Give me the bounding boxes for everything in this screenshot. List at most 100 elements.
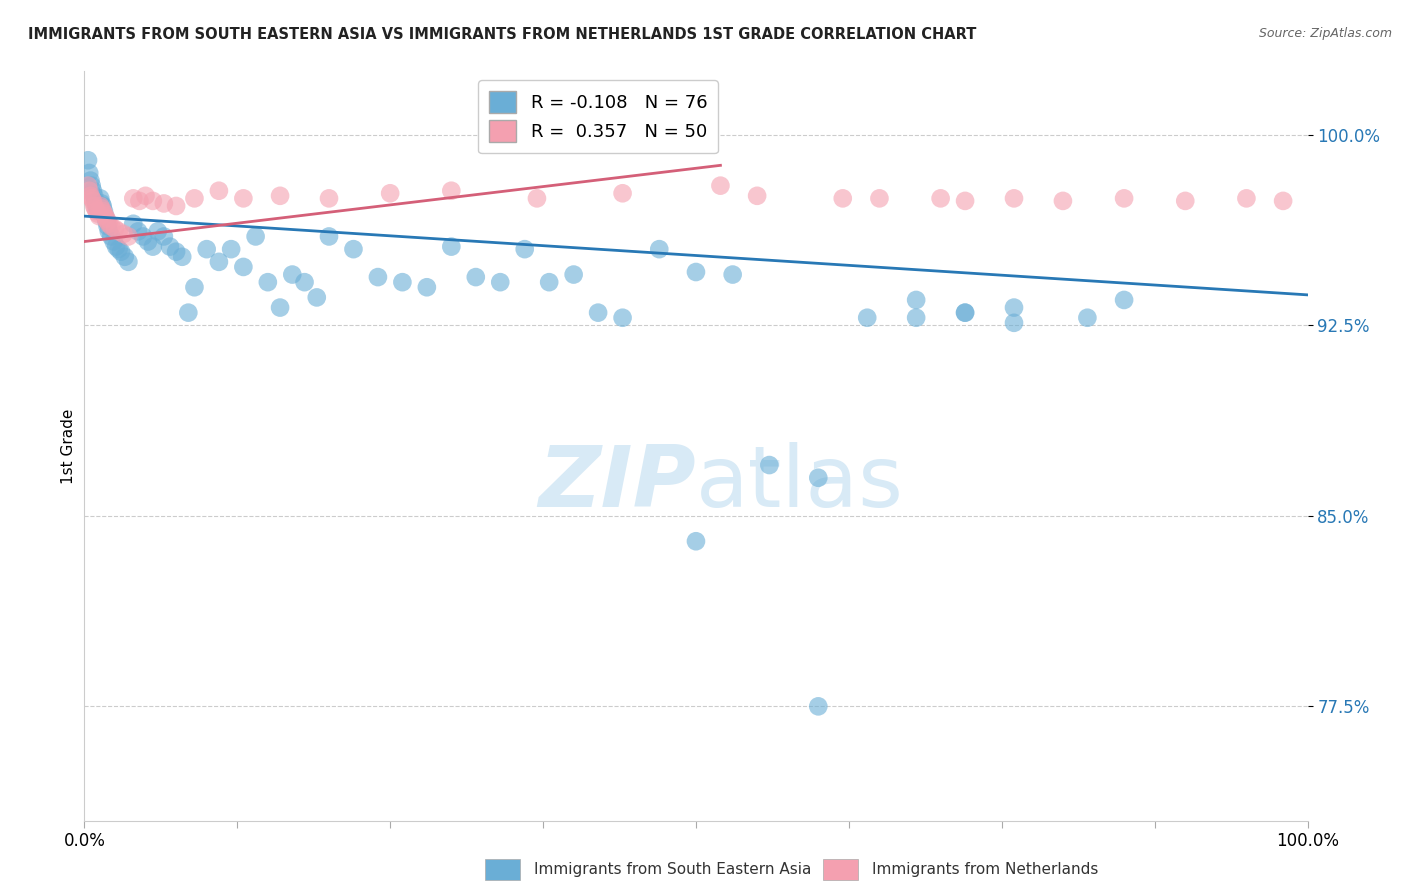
Point [97, 217, 120, 231]
Point [245, 229, 267, 244]
Point [97, 224, 120, 238]
Point [104, 222, 127, 236]
Point [953, 306, 976, 320]
Point [91, 199, 114, 213]
Point [80, 178, 103, 193]
Point [135, 189, 157, 203]
Point [367, 270, 389, 285]
Point [464, 270, 486, 285]
Point [1174, 194, 1197, 208]
Point [146, 224, 169, 238]
Point [342, 242, 364, 256]
Point [112, 227, 135, 241]
Point [172, 250, 194, 264]
Point [538, 275, 561, 289]
Text: Immigrants from South Eastern Asia: Immigrants from South Eastern Asia [534, 863, 811, 877]
Point [82, 194, 104, 208]
Point [77, 178, 100, 193]
Point [195, 242, 218, 256]
Point [97, 219, 120, 234]
Text: IMMIGRANTS FROM SOUTH EASTERN ASIA VS IMMIGRANTS FROM NETHERLANDS 1ST GRADE CORR: IMMIGRANTS FROM SOUTH EASTERN ASIA VS IM… [28, 27, 977, 42]
Point [183, 280, 205, 294]
Point [122, 217, 145, 231]
Point [103, 235, 125, 249]
Point [183, 191, 205, 205]
Point [142, 194, 165, 208]
Point [953, 306, 976, 320]
Point [117, 229, 139, 244]
Point [1002, 316, 1025, 330]
Point [905, 293, 928, 307]
Point [318, 191, 340, 205]
Point [232, 260, 254, 274]
Point [82, 184, 104, 198]
Point [79, 189, 101, 203]
Point [117, 255, 139, 269]
Point [929, 191, 952, 205]
Point [1052, 194, 1074, 208]
Point [100, 229, 122, 244]
Point [136, 235, 159, 249]
Point [269, 301, 291, 315]
Text: Immigrants from Netherlands: Immigrants from Netherlands [872, 863, 1098, 877]
Point [1114, 191, 1136, 205]
Point [305, 290, 328, 304]
Point [153, 196, 176, 211]
Point [219, 242, 242, 256]
Point [77, 153, 100, 168]
Point [807, 699, 830, 714]
Point [96, 214, 118, 228]
Point [380, 186, 402, 201]
Point [1114, 293, 1136, 307]
Point [84, 194, 107, 208]
Point [94, 209, 117, 223]
Point [91, 204, 114, 219]
Point [97, 214, 120, 228]
Point [93, 206, 115, 220]
Point [1002, 191, 1025, 205]
Point [586, 306, 609, 320]
Point [96, 211, 118, 226]
Point [208, 184, 231, 198]
Point [318, 229, 340, 244]
Point [685, 265, 707, 279]
Point [87, 209, 110, 223]
Point [127, 224, 149, 238]
Point [269, 189, 291, 203]
Point [721, 268, 744, 282]
Point [84, 202, 107, 216]
Point [1272, 194, 1295, 208]
Point [128, 194, 150, 208]
Point [89, 191, 111, 205]
Point [807, 471, 830, 485]
Point [165, 199, 187, 213]
Point [1002, 301, 1025, 315]
Point [232, 191, 254, 205]
Point [80, 191, 103, 205]
Point [110, 244, 132, 259]
Point [94, 209, 117, 223]
Point [685, 534, 707, 549]
Point [83, 199, 105, 213]
Point [391, 275, 413, 289]
Point [1236, 191, 1258, 205]
Point [562, 268, 585, 282]
Point [114, 250, 136, 264]
Point [83, 189, 105, 203]
Point [89, 199, 111, 213]
Y-axis label: 1st Grade: 1st Grade [60, 409, 76, 483]
Point [122, 191, 145, 205]
Point [79, 173, 101, 187]
Legend: R = -0.108   N = 76, R =  0.357   N = 50: R = -0.108 N = 76, R = 0.357 N = 50 [478, 80, 718, 153]
Text: Source: ZipAtlas.com: Source: ZipAtlas.com [1258, 27, 1392, 40]
Point [489, 275, 512, 289]
Point [105, 239, 128, 253]
Point [281, 268, 304, 282]
Point [612, 186, 634, 201]
Point [648, 242, 671, 256]
Point [831, 191, 853, 205]
Point [758, 458, 780, 472]
Text: atlas: atlas [696, 442, 904, 525]
Point [208, 255, 231, 269]
Point [142, 239, 165, 253]
